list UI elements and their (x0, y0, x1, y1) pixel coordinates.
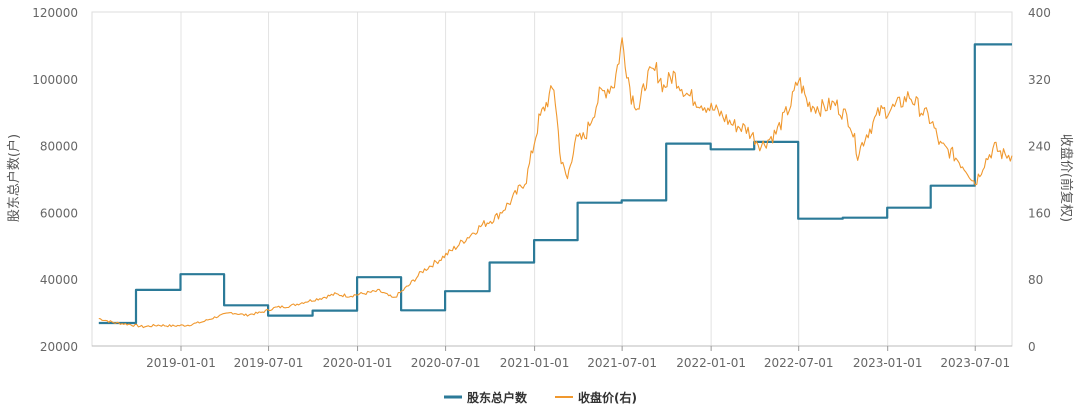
plot-border (91, 11, 1013, 347)
x-tick-label-6: 2022-01-01 (676, 356, 746, 370)
legend-label-close-price: 收盘价(右) (578, 390, 637, 405)
x-tick-label-2: 2020-01-01 (323, 356, 393, 370)
left-axis-ticks: 20000 40000 60000 80000 100000 120000 (32, 6, 78, 354)
left-axis-title: 股东总户数(户) (6, 134, 22, 222)
series-layer (98, 37, 1013, 329)
right-axis-title: 收盘价(前复权) (1058, 134, 1074, 222)
x-tick-label-4: 2021-01-01 (500, 356, 570, 370)
right-tick-label-0: 0 (1028, 340, 1036, 354)
plot-frame (91, 11, 1013, 347)
series-line-close-price (98, 37, 1013, 329)
right-tick-label-5: 400 (1028, 6, 1051, 20)
left-tick-label-5: 120000 (32, 6, 78, 20)
x-axis-ticks: 2019-01-01 2019-07-01 2020-01-01 2020-07-01… (146, 346, 1010, 370)
right-axis-ticks: 0 80 160 240 320 400 (1028, 6, 1051, 354)
x-tick-label-8: 2023-01-01 (853, 356, 923, 370)
x-tick-label-0: 2019-01-01 (146, 356, 216, 370)
series-line-shareholders (98, 43, 1012, 325)
left-tick-label-4: 100000 (32, 73, 78, 87)
left-tick-label-1: 40000 (40, 273, 78, 287)
legend-label-shareholders: 股东总户数 (467, 390, 528, 405)
right-tick-label-4: 320 (1028, 73, 1051, 87)
right-tick-label-2: 160 (1028, 206, 1051, 220)
x-tick-label-3: 2020-07-01 (411, 356, 481, 370)
grid-lines (180, 12, 976, 346)
right-tick-label-3: 240 (1028, 140, 1051, 154)
left-tick-label-3: 80000 (40, 140, 78, 154)
legend: 股东总户数 收盘价(右) (444, 390, 637, 405)
x-tick-label-7: 2022-07-01 (764, 356, 834, 370)
left-tick-label-0: 20000 (40, 340, 78, 354)
left-tick-label-2: 60000 (40, 206, 78, 220)
x-tick-label-5: 2021-07-01 (587, 356, 657, 370)
x-tick-label-9: 2023-07-01 (940, 356, 1010, 370)
right-tick-label-1: 80 (1028, 273, 1043, 287)
x-tick-label-1: 2019-07-01 (234, 356, 304, 370)
